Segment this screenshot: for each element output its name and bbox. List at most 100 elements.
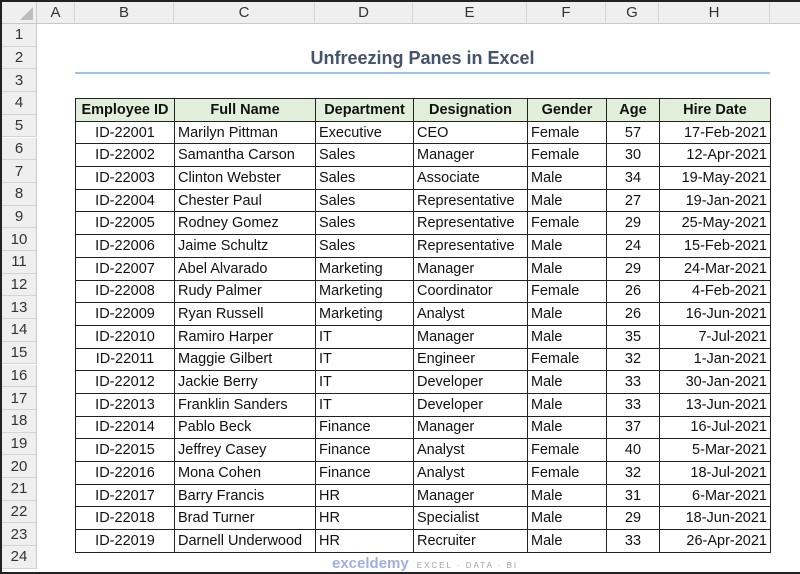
cell-hire-date[interactable]: 18-Jun-2021 [659, 506, 771, 531]
cell-full-name[interactable]: Marilyn Pittman [174, 120, 316, 145]
cell-employee-id[interactable]: ID-22011 [75, 347, 175, 372]
cell-gender[interactable]: Male [527, 188, 607, 213]
cell-hire-date[interactable]: 15-Feb-2021 [659, 234, 771, 258]
cell-age[interactable]: 29 [606, 256, 660, 281]
cell-gender[interactable]: Male [527, 370, 607, 394]
cell-hire-date[interactable]: 13-Jun-2021 [659, 392, 771, 417]
row-header-4[interactable]: 4 [2, 92, 37, 115]
header-designation[interactable]: Designation [413, 98, 528, 122]
row-header-6[interactable]: 6 [2, 137, 37, 161]
row-header-9[interactable]: 9 [2, 205, 37, 229]
cell-employee-id[interactable]: ID-22001 [75, 120, 175, 145]
cell-designation[interactable]: Analyst [413, 438, 528, 462]
header-employee-id[interactable]: Employee ID [75, 98, 175, 122]
row-header-19[interactable]: 19 [2, 432, 37, 456]
cell-full-name[interactable]: Darnell Underwood [174, 529, 316, 553]
cell-hire-date[interactable]: 19-Jan-2021 [659, 188, 771, 213]
cell-full-name[interactable]: Abel Alvarado [174, 256, 316, 281]
cell-department[interactable]: IT [315, 370, 414, 394]
cell-age[interactable]: 31 [606, 483, 660, 508]
cell-designation[interactable]: Manager [413, 256, 528, 281]
column-header-H[interactable]: H [659, 2, 770, 24]
row-header-16[interactable]: 16 [2, 364, 37, 388]
cell-department[interactable]: HR [315, 483, 414, 508]
cell-full-name[interactable]: Rudy Palmer [174, 279, 316, 304]
cell-hire-date[interactable]: 19-May-2021 [659, 166, 771, 190]
cell-gender[interactable]: Male [527, 324, 607, 349]
row-header-8[interactable]: 8 [2, 182, 37, 206]
cell-full-name[interactable]: Rodney Gomez [174, 211, 316, 236]
cell-hire-date[interactable]: 6-Mar-2021 [659, 483, 771, 508]
cell-gender[interactable]: Female [527, 279, 607, 304]
cell-employee-id[interactable]: ID-22008 [75, 279, 175, 304]
cell-hire-date[interactable]: 16-Jun-2021 [659, 302, 771, 326]
cell-gender[interactable]: Female [527, 120, 607, 145]
cell-employee-id[interactable]: ID-22003 [75, 166, 175, 190]
cell-full-name[interactable]: Ryan Russell [174, 302, 316, 326]
cell-gender[interactable]: Female [527, 211, 607, 236]
cell-gender[interactable]: Female [527, 438, 607, 462]
row-header-17[interactable]: 17 [2, 387, 37, 410]
cell-gender[interactable]: Male [527, 166, 607, 190]
cell-department[interactable]: Marketing [315, 302, 414, 326]
cell-full-name[interactable]: Mona Cohen [174, 461, 316, 485]
cell-age[interactable]: 30 [606, 143, 660, 168]
column-header-D[interactable]: D [315, 2, 413, 24]
cell-designation[interactable]: Developer [413, 392, 528, 417]
row-header-1[interactable]: 1 [2, 24, 37, 47]
cell-designation[interactable]: Coordinator [413, 279, 528, 304]
cell-department[interactable]: IT [315, 347, 414, 372]
cell-hire-date[interactable]: 24-Mar-2021 [659, 256, 771, 281]
cell-age[interactable]: 35 [606, 324, 660, 349]
cell-age[interactable]: 33 [606, 370, 660, 394]
cell-employee-id[interactable]: ID-22015 [75, 438, 175, 462]
cell-hire-date[interactable]: 7-Jul-2021 [659, 324, 771, 349]
cell-designation[interactable]: Developer [413, 370, 528, 394]
cell-designation[interactable]: Specialist [413, 506, 528, 531]
row-header-20[interactable]: 20 [2, 455, 37, 478]
cell-hire-date[interactable]: 4-Feb-2021 [659, 279, 771, 304]
cell-hire-date[interactable]: 12-Apr-2021 [659, 143, 771, 168]
row-header-23[interactable]: 23 [2, 523, 37, 547]
header-age[interactable]: Age [606, 98, 660, 122]
cell-hire-date[interactable]: 16-Jul-2021 [659, 415, 771, 440]
cell-department[interactable]: Marketing [315, 279, 414, 304]
cell-department[interactable]: Finance [315, 415, 414, 440]
cell-employee-id[interactable]: ID-22006 [75, 234, 175, 258]
cell-full-name[interactable]: Brad Turner [174, 506, 316, 531]
cell-employee-id[interactable]: ID-22004 [75, 188, 175, 213]
column-header-A[interactable]: A [37, 2, 75, 24]
cell-designation[interactable]: Manager [413, 415, 528, 440]
cell-designation[interactable]: Representative [413, 234, 528, 258]
column-header-F[interactable]: F [527, 2, 606, 24]
row-header-13[interactable]: 13 [2, 296, 37, 320]
cell-department[interactable]: Sales [315, 166, 414, 190]
cell-designation[interactable]: Associate [413, 166, 528, 190]
row-header-11[interactable]: 11 [2, 251, 37, 274]
cell-age[interactable]: 27 [606, 188, 660, 213]
cell-age[interactable]: 29 [606, 506, 660, 531]
cell-age[interactable]: 32 [606, 347, 660, 372]
cell-full-name[interactable]: Samantha Carson [174, 143, 316, 168]
cell-gender[interactable]: Male [527, 415, 607, 440]
cell-hire-date[interactable]: 25-May-2021 [659, 211, 771, 236]
cell-gender[interactable]: Male [527, 392, 607, 417]
cell-designation[interactable]: Representative [413, 211, 528, 236]
cell-gender[interactable]: Male [527, 483, 607, 508]
cell-full-name[interactable]: Chester Paul [174, 188, 316, 213]
cell-department[interactable]: Sales [315, 234, 414, 258]
cell-designation[interactable]: Engineer [413, 347, 528, 372]
row-header-21[interactable]: 21 [2, 478, 37, 501]
column-header-G[interactable]: G [606, 2, 659, 24]
cell-designation[interactable]: Recruiter [413, 529, 528, 553]
cell-employee-id[interactable]: ID-22017 [75, 483, 175, 508]
cell-age[interactable]: 40 [606, 438, 660, 462]
row-header-14[interactable]: 14 [2, 319, 37, 342]
cell-employee-id[interactable]: ID-22010 [75, 324, 175, 349]
cell-hire-date[interactable]: 1-Jan-2021 [659, 347, 771, 372]
cell-gender[interactable]: Female [527, 347, 607, 372]
cell-department[interactable]: Finance [315, 438, 414, 462]
column-header-E[interactable]: E [413, 2, 527, 24]
cell-department[interactable]: Executive [315, 120, 414, 145]
cell-employee-id[interactable]: ID-22007 [75, 256, 175, 281]
